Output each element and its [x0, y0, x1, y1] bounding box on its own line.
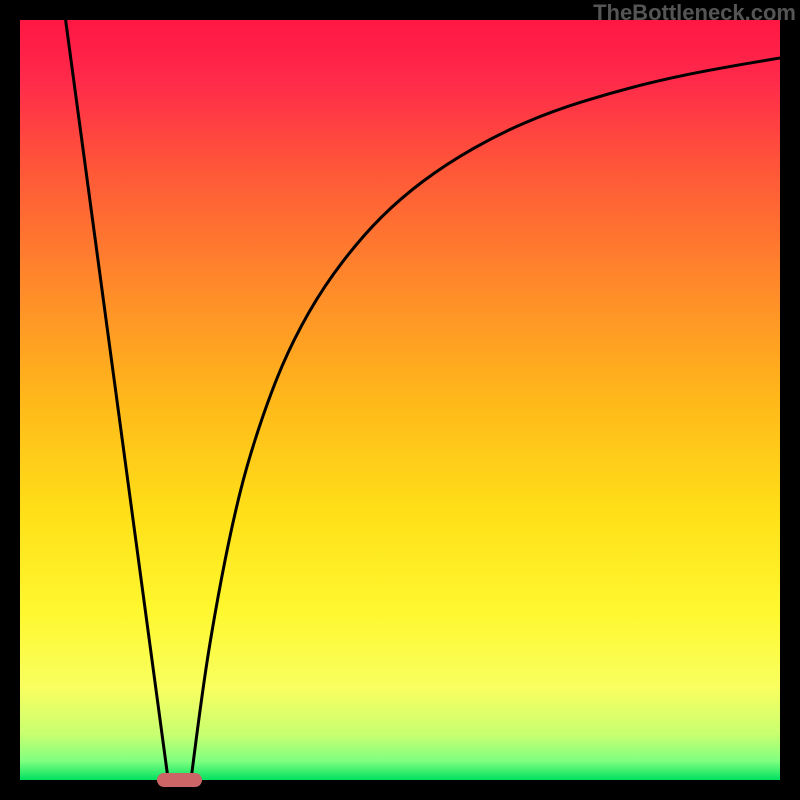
watermark-text: TheBottleneck.com: [593, 0, 796, 26]
minimum-marker: [157, 773, 203, 787]
plot-svg: [20, 20, 780, 780]
bottleneck-chart: TheBottleneck.com: [0, 0, 800, 800]
